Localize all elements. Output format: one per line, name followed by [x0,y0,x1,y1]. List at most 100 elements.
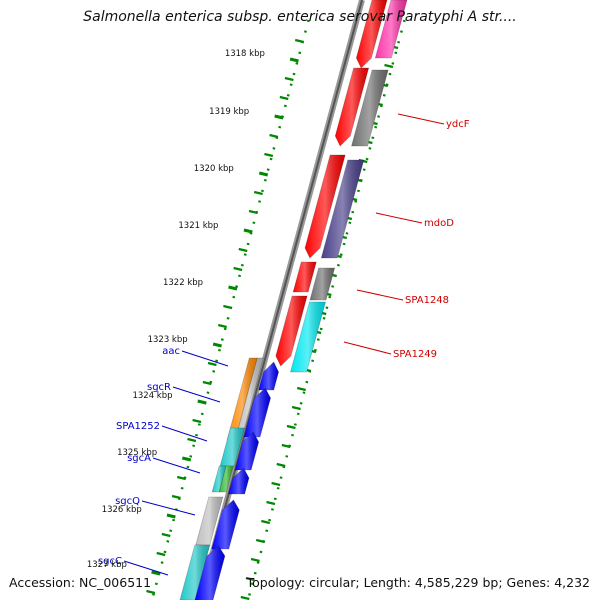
gene-teal-1-shine [220,428,245,466]
minor-tick [286,424,296,430]
callout-line-left [152,457,201,474]
gene-silver-2-shine [195,497,223,545]
minor-tick [212,342,222,348]
scale-tick-label: 1323 kbp [148,335,188,345]
minor-tick [245,576,255,582]
gene-red-2-shine [335,68,369,146]
callout-line-left [141,500,196,516]
genome-summary: Topology: circular; Length: 4,585,229 bp… [246,575,590,590]
gene-green-1-shine [219,466,234,492]
minor-tick [276,462,286,468]
minor-tick [181,456,192,462]
gene-navy-1-shine [321,160,364,258]
gene-blue-5-shine [211,500,240,549]
gene-label-left: SPA1252 [116,421,160,432]
gene-gray-1-shine [351,70,389,146]
callout-line-left [181,350,229,367]
minor-tick [233,266,243,272]
scale-tick-label: 1326 kbp [102,505,142,515]
minor-tick [274,114,284,120]
gene-blue-2-shine [244,388,271,437]
minor-tick [266,500,276,506]
scale-tick-label: 1319 kbp [209,107,249,117]
callout-line-left [172,386,221,403]
gene-red-4-shine [293,262,317,292]
minor-tick [250,557,260,563]
callout-line-right [397,113,445,125]
minor-tick [202,380,212,386]
minor-tick [187,437,197,443]
callout-line-right [356,289,404,301]
minor-tick [192,418,202,424]
gene-red-1-shine [356,0,387,68]
scale-tick-label: 1318 kbp [225,49,265,59]
gene-silver-1-shine [235,358,264,440]
minor-tick [243,228,253,234]
minor-tick [176,475,186,481]
gene-cyan-1-shine [290,302,326,372]
gene-gray-2-shine [310,268,335,300]
minor-tick [156,551,166,557]
minor-tick [296,386,306,392]
minor-tick [146,589,156,595]
callout-line-right [343,341,392,355]
accession-label: Accession: NC_006511 [9,575,152,590]
callout-line-left [161,425,208,442]
gene-pink-1-shine [375,0,407,58]
minor-tick [161,532,171,538]
minor-tick [289,57,299,63]
gene-label-left: sgcC [98,556,122,567]
minor-tick [294,38,304,44]
gene-label-right: SPA1248 [405,295,449,306]
gene-label-right: ydcF [446,119,470,130]
gene-callouts: ydcF mdoD SPA1248 SPA1249 aac sgcR SPA1252 sgcA… [98,113,470,576]
minor-tick [240,595,250,600]
gene-teal-3-shine [180,545,210,600]
gene-blue-6-shine [195,546,225,600]
gene-features [179,0,408,600]
minor-tick [248,209,258,215]
backbone-inner [199,0,363,600]
minor-tick [217,323,227,329]
minor-tick [166,513,176,519]
genome-title: Salmonella enterica subsp. enterica sero… [83,9,517,25]
minor-tick [207,361,217,367]
gene-label-left: aac [162,346,180,357]
callout-line-right [375,212,423,224]
minor-tick [255,538,265,544]
scale-tick-label: 1325 kbp [117,448,157,458]
minor-tick [291,405,301,411]
gene-blue-4-shine [228,468,249,494]
minor-tick [197,399,207,405]
minor-tick [271,481,281,487]
minor-tick [384,63,394,69]
gene-orange-1-shine [227,358,258,440]
gene-red-3-shine [305,155,346,258]
minor-tick [151,570,161,576]
gene-blue-3-shine [235,432,259,470]
scale-tick-label: 1321 kbp [178,221,218,231]
minor-tick [223,304,233,310]
callout-line-left [123,560,169,576]
minor-tick [228,285,238,291]
scale-tick-label: 1327 kbp [87,560,127,570]
minor-tick [171,494,181,500]
scale-tick-label: 1322 kbp [163,278,203,288]
gene-teal-2-shine [212,466,227,492]
scale-tick-label: 1320 kbp [194,164,234,174]
gene-red-5-shine [275,296,308,366]
minor-tick [261,519,271,525]
minor-tick [238,247,248,253]
gene-label-right: mdoD [424,218,454,229]
gene-label-left: sgcQ [115,496,140,507]
gene-label-right: SPA1249 [393,349,437,360]
minor-tick [269,133,279,139]
minor-tick [253,190,263,196]
minor-tick [264,152,274,158]
right-dotted-guide [246,19,406,600]
scale-labels: 1318 kbp 1319 kbp 1320 kbp 1321 kbp 1322 kbp… [87,49,265,570]
gene-blue-1-shine [258,362,279,390]
scale-tick-label: 1324 kbp [132,391,172,401]
gene-label-left: sgcA [127,453,151,464]
minor-tick [279,95,289,101]
